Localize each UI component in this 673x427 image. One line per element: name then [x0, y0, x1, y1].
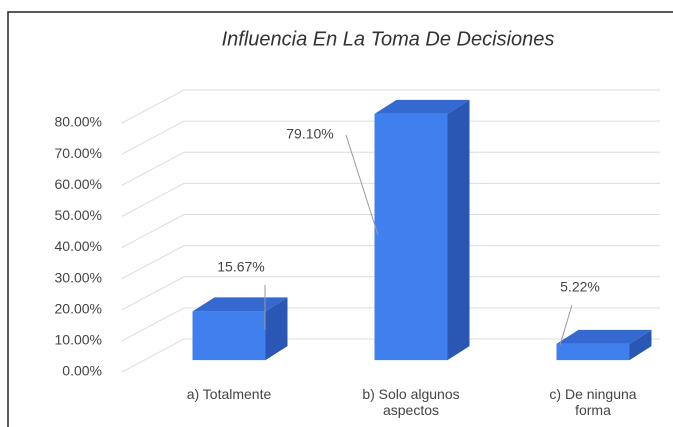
bar-side [629, 329, 652, 361]
y-tick-label: 30.00% [55, 269, 102, 285]
data-label: 5.22% [560, 279, 600, 295]
grid-line [121, 338, 660, 373]
bar-side [447, 99, 470, 361]
data-label: 79.10% [286, 126, 333, 142]
bar-top [556, 329, 652, 344]
grid-line [121, 276, 660, 311]
chart-title: Influencia En La Toma De Decisiones [222, 28, 555, 50]
y-tick-label: 40.00% [55, 238, 102, 254]
bar [556, 329, 652, 361]
data-label: 15.67% [217, 259, 264, 275]
bar-top [374, 99, 470, 114]
grid-line [121, 151, 660, 186]
y-tick-label: 10.00% [55, 332, 102, 348]
y-tick-label: 50.00% [55, 207, 102, 223]
y-tick-label: 0.00% [62, 363, 102, 379]
bar-side [265, 297, 288, 361]
grid-line [121, 214, 660, 248]
grid-line [121, 245, 660, 280]
grid-line [121, 89, 660, 124]
grid-line [121, 120, 660, 155]
grid-line [121, 307, 660, 342]
bar-top [192, 297, 288, 312]
y-tick-label: 70.00% [55, 145, 102, 161]
leader-line [559, 304, 573, 346]
bar-front [556, 343, 630, 361]
bar [374, 99, 470, 361]
y-tick-label: 80.00% [55, 114, 102, 130]
bar-front [374, 113, 448, 361]
leader-line [345, 134, 379, 236]
y-tick-label: 20.00% [55, 300, 102, 316]
x-tick-label: a) Totalmente [186, 386, 272, 402]
chart-border [7, 11, 673, 427]
bar [192, 297, 288, 361]
x-tick-label: c) De ninguna forma [549, 386, 637, 418]
grid-line [121, 182, 660, 217]
x-tick-label: b) Solo algunos aspectos [362, 386, 460, 418]
bar-front [192, 311, 266, 361]
y-tick-label: 60.00% [55, 176, 102, 192]
